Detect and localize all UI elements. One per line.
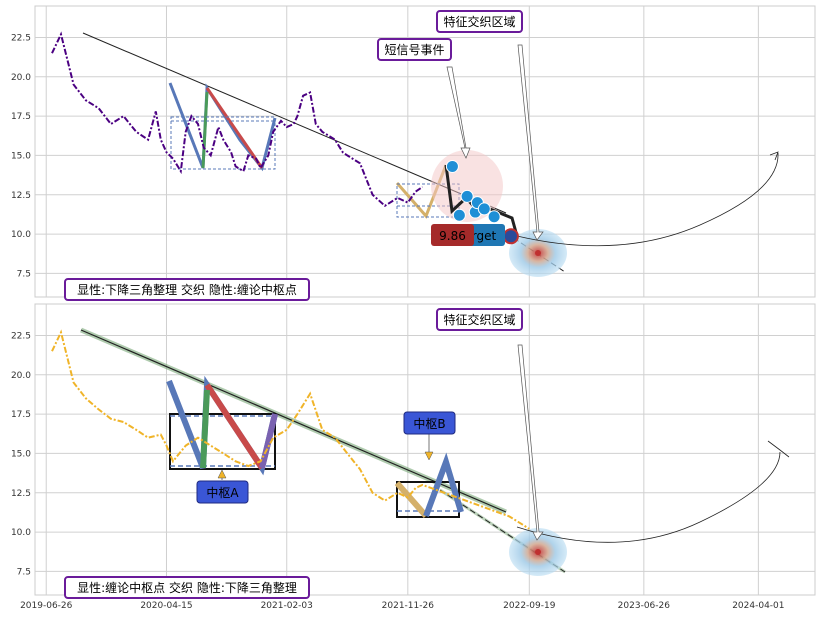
bottom-target-point <box>535 549 541 555</box>
bottom-ytick-label: 20.0 <box>11 371 31 381</box>
xtick-label: 2024-04-01 <box>732 601 784 611</box>
top-ytick-label: 15.0 <box>11 151 31 161</box>
bottom-arrow-hub-a-head <box>217 469 227 479</box>
xtick-label: 2021-02-03 <box>261 601 313 611</box>
bottom-ytick-label: 15.0 <box>11 449 31 459</box>
top-panel: 7.5 10.0 12.5 15.0 17.5 20.0 22.5 <box>11 5 816 301</box>
top-hub-box-b <box>396 183 460 218</box>
hub-b-badge: 中枢B <box>403 411 456 435</box>
bottom-plot-area <box>34 303 816 596</box>
bottom-hub-zigzag-b2 <box>423 452 464 518</box>
bottom-zigzag-purple <box>259 413 278 469</box>
top-projection-arrowhead <box>769 151 779 161</box>
bottom-zigzag-red <box>204 383 265 470</box>
bottom-zigzag-green <box>200 389 210 469</box>
xtick-label: 2023-06-26 <box>618 601 671 611</box>
bottom-ytick-label: 22.5 <box>11 331 31 341</box>
bottom-panel: 7.510.012.515.017.520.022.5 2019-06-26 20… <box>11 303 816 611</box>
bottom-zone-label-text: 特征交织区域 <box>443 312 515 327</box>
top-signal-marker <box>445 159 459 173</box>
bottom-pattern-label: 显性:缠论中枢点 交织 隐性:下降三角整理 <box>64 576 310 599</box>
top-zone-label-text: 特征交织区域 <box>443 14 515 29</box>
hub-b-badge-text: 中枢B <box>413 416 445 431</box>
bottom-ytick-label: 10.0 <box>11 528 31 538</box>
bottom-zone-label: 特征交织区域 <box>436 308 523 331</box>
top-signal-label-text: 短信号事件 <box>384 43 444 57</box>
top-signal-marker <box>452 208 466 222</box>
top-ytick-label: 7.5 <box>17 269 31 279</box>
hub-a-badge: 中枢A <box>196 480 249 504</box>
bottom-lower-boundary <box>439 489 566 573</box>
bottom-y-ticks: 7.5 10.0 12.5 15.0 17.5 20.0 22.5 <box>11 331 31 577</box>
top-annotation-arrows <box>446 44 544 241</box>
top-zone-label: 特征交织区域 <box>436 10 523 33</box>
top-ytick-label: 10.0 <box>11 230 31 240</box>
top-grid <box>35 6 815 297</box>
xtick-label: 2022-09-19 <box>503 601 556 611</box>
bottom-projection-curve <box>516 451 781 543</box>
top-target-point <box>535 250 541 256</box>
top-signal-label: 短信号事件 <box>377 38 452 61</box>
bottom-ytick-label: 17.5 <box>11 410 31 420</box>
top-price-badge-text: 9.86 <box>439 229 466 243</box>
top-signal-marker <box>460 189 474 203</box>
bottom-price-series-0 <box>51 329 530 530</box>
bottom-arrow-hub-b-head <box>424 451 434 461</box>
top-ytick-label: 17.5 <box>11 112 31 122</box>
bottom-projection-arrowhead <box>767 440 790 458</box>
top-ytick-label: 12.5 <box>11 191 31 201</box>
top-y-ticks: 7.5 10.0 12.5 15.0 17.5 20.0 22.5 <box>11 33 31 279</box>
bottom-ytick-label: 12.5 <box>11 489 31 499</box>
top-zigzag-red <box>205 87 264 169</box>
top-pattern-label-text: 显性:下降三角整理 交织 隐性:缠论中枢点 <box>77 282 297 297</box>
top-pattern-label: 显性:下降三角整理 交织 隐性:缠论中枢点 <box>64 278 310 301</box>
top-hub-box-a <box>170 116 276 170</box>
top-arrow-zone <box>517 44 544 241</box>
top-arrow-signal <box>446 66 471 159</box>
hub-a-badge-text: 中枢A <box>206 485 239 500</box>
top-signal-marker <box>487 210 501 224</box>
top-target-badge: rget 9.86 <box>431 224 505 246</box>
x-ticks: 2019-06-26 2020-04-15 2021-02-03 2021-11-26… <box>20 601 784 611</box>
top-series <box>51 31 424 208</box>
bottom-hub-zigzag-b <box>394 481 429 518</box>
bottom-pattern-label-text: 显性:缠论中枢点 交织 隐性:下降三角整理 <box>77 580 297 595</box>
bottom-ytick-label: 7.5 <box>17 567 31 577</box>
top-signal-marker <box>477 202 491 216</box>
top-signal-marker <box>502 228 519 245</box>
bottom-series <box>51 329 530 530</box>
top-markers <box>445 159 519 245</box>
bottom-hub-box-a <box>169 413 276 470</box>
top-zigzag-green <box>201 91 209 169</box>
bottom-arrow-zone <box>517 344 544 541</box>
xtick-label: 2020-04-15 <box>140 601 192 611</box>
top-projection-curve <box>516 152 779 247</box>
top-ytick-label: 20.0 <box>11 73 31 83</box>
top-ytick-label: 22.5 <box>11 33 31 43</box>
xtick-label: 2019-06-26 <box>20 601 73 611</box>
top-target-badge-text: rget <box>472 229 497 243</box>
bottom-annotation-arrows <box>217 344 544 541</box>
xtick-label: 2021-11-26 <box>382 601 435 611</box>
top-price-series-0 <box>51 31 424 208</box>
